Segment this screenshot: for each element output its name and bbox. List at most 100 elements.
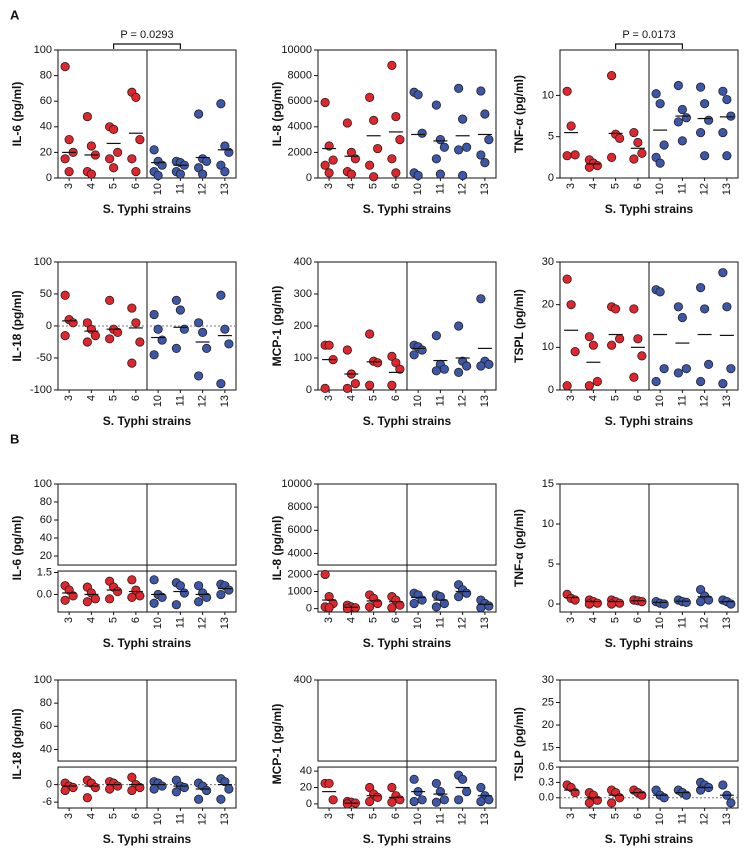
data-point bbox=[216, 378, 226, 389]
data-point bbox=[718, 378, 728, 389]
x-tick-label: 12 bbox=[197, 617, 209, 629]
x-tick-label: 4 bbox=[587, 813, 599, 819]
data-point bbox=[365, 329, 375, 339]
y-axis-label: IL-6 (pg/ml) bbox=[10, 82, 24, 147]
y-axis-label: IL-18 (pg/ml) bbox=[10, 708, 24, 779]
y-axis-label: IL-18 (pg/ml) bbox=[10, 290, 24, 361]
data-point bbox=[113, 327, 123, 337]
data-point bbox=[431, 330, 441, 341]
data-point bbox=[153, 324, 163, 334]
x-tick-label: 6 bbox=[632, 813, 644, 819]
y-tick-label: 40 bbox=[40, 743, 52, 755]
y-tick-label: 0.6 bbox=[539, 761, 554, 773]
y-tick-label: 10 bbox=[542, 518, 554, 530]
data-point bbox=[157, 592, 167, 602]
data-point bbox=[409, 598, 419, 609]
data-point bbox=[615, 133, 625, 143]
x-tick-label: 13 bbox=[479, 183, 491, 195]
data-point bbox=[105, 594, 115, 604]
y-tick-label: -6 bbox=[42, 796, 52, 808]
data-point bbox=[417, 795, 427, 805]
x-tick-label: 5 bbox=[610, 617, 622, 623]
panel-letter: B bbox=[10, 431, 19, 446]
data-point bbox=[179, 324, 189, 334]
data-point bbox=[431, 100, 441, 110]
data-point bbox=[90, 782, 100, 793]
data-point bbox=[431, 797, 441, 807]
data-point bbox=[592, 376, 602, 387]
data-point bbox=[135, 337, 145, 347]
data-point bbox=[726, 798, 736, 808]
data-point bbox=[60, 330, 70, 341]
data-point bbox=[566, 121, 576, 131]
x-tick-label: 5 bbox=[368, 395, 380, 401]
data-point bbox=[220, 324, 230, 334]
x-tick-label: 3 bbox=[323, 617, 335, 623]
data-point bbox=[224, 784, 234, 794]
x-tick-label: 12 bbox=[699, 395, 711, 407]
x-tick-label: 3 bbox=[565, 813, 577, 819]
data-point bbox=[127, 303, 137, 313]
y-tick-label: 20 bbox=[40, 550, 52, 562]
y-tick-label: 0 bbox=[306, 172, 312, 184]
data-point bbox=[342, 345, 352, 355]
data-point bbox=[629, 154, 639, 164]
y-tick-label: 40 bbox=[40, 532, 52, 544]
data-point bbox=[135, 782, 145, 793]
y-tick-label: 200 bbox=[294, 320, 312, 332]
data-point bbox=[673, 117, 683, 127]
data-point bbox=[431, 154, 441, 164]
x-tick-label: 10 bbox=[654, 395, 666, 407]
y-tick-label: 0 bbox=[46, 320, 52, 332]
data-point bbox=[387, 782, 397, 793]
x-tick-label: 10 bbox=[654, 183, 666, 195]
data-point bbox=[68, 782, 78, 793]
data-point bbox=[365, 782, 375, 793]
data-point bbox=[439, 364, 449, 374]
y-tick-label: 60 bbox=[40, 95, 52, 107]
x-axis-label: S. Typhi strains bbox=[363, 414, 452, 428]
x-tick-label: 13 bbox=[721, 813, 733, 825]
x-axis-label: S. Typhi strains bbox=[363, 832, 452, 846]
data-point bbox=[476, 796, 486, 807]
data-point bbox=[324, 603, 334, 613]
y-tick-label: 2000 bbox=[288, 568, 312, 580]
data-point bbox=[149, 575, 159, 585]
data-point bbox=[369, 172, 379, 182]
data-point bbox=[435, 135, 445, 145]
x-axis-label: S. Typhi strains bbox=[605, 832, 694, 846]
x-tick-label: 5 bbox=[610, 395, 622, 401]
data-point bbox=[462, 142, 472, 152]
data-point bbox=[409, 774, 419, 784]
data-point bbox=[127, 154, 137, 164]
y-tick-label: 10000 bbox=[281, 478, 312, 490]
data-point bbox=[86, 141, 96, 151]
y-axis-label: IL-8 (pg/ml) bbox=[270, 82, 284, 147]
data-point bbox=[105, 784, 115, 794]
y-tick-label: 20 bbox=[542, 719, 554, 731]
data-point bbox=[153, 170, 163, 181]
y-tick-label: 80 bbox=[40, 496, 52, 508]
x-tick-label: 5 bbox=[368, 617, 380, 623]
data-point bbox=[350, 378, 360, 389]
data-point bbox=[171, 343, 181, 353]
data-point bbox=[82, 111, 92, 122]
data-point bbox=[202, 785, 212, 796]
y-tick-label: 0.0 bbox=[37, 588, 52, 600]
data-point bbox=[659, 599, 669, 609]
y-axis-label: TSPL (pg/ml) bbox=[512, 289, 526, 363]
data-point bbox=[320, 160, 330, 170]
data-point bbox=[324, 592, 334, 602]
x-tick-label: 12 bbox=[197, 183, 209, 195]
x-tick-label: 12 bbox=[197, 813, 209, 825]
x-tick-label: 5 bbox=[108, 813, 120, 819]
data-point bbox=[127, 785, 137, 796]
x-axis-label: S. Typhi strains bbox=[605, 202, 694, 216]
y-tick-label: 0 bbox=[548, 598, 554, 610]
data-point bbox=[570, 150, 580, 160]
data-point bbox=[60, 154, 70, 164]
data-point bbox=[149, 784, 159, 794]
data-point bbox=[135, 591, 145, 601]
data-point bbox=[417, 345, 427, 355]
data-point bbox=[413, 170, 423, 181]
